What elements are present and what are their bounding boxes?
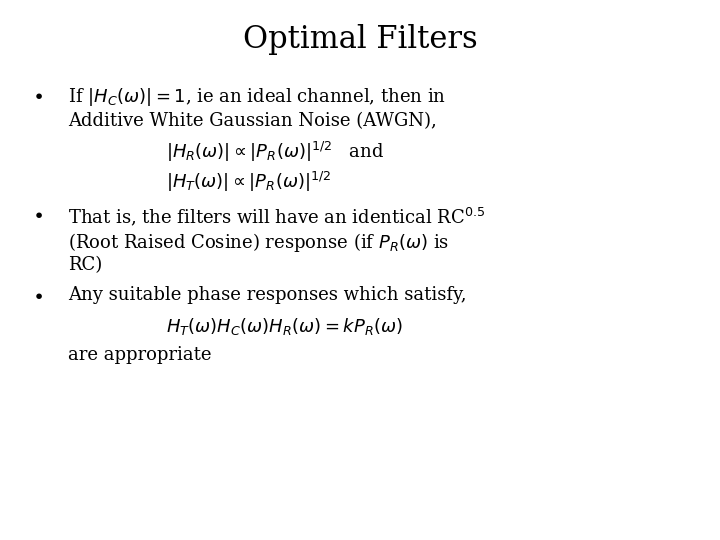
Text: (Root Raised Cosine) response (if $P_R(\omega)$ is: (Root Raised Cosine) response (if $P_R(\…	[68, 231, 449, 254]
Text: $|H_R(\omega)| \propto |P_R(\omega)|^{1/2}$   and: $|H_R(\omega)| \propto |P_R(\omega)|^{1/…	[166, 140, 384, 165]
Text: $|H_T(\omega)| \propto |P_R(\omega)|^{1/2}$: $|H_T(\omega)| \propto |P_R(\omega)|^{1/…	[166, 170, 330, 194]
Text: That is, the filters will have an identical RC$^{0.5}$: That is, the filters will have an identi…	[68, 205, 485, 227]
Text: $H_T(\omega)H_C(\omega)H_R(\omega) = kP_R(\omega)$: $H_T(\omega)H_C(\omega)H_R(\omega) = kP_…	[166, 316, 402, 337]
Text: $\bullet$: $\bullet$	[32, 286, 43, 304]
Text: are appropriate: are appropriate	[68, 346, 212, 363]
Text: Additive White Gaussian Noise (AWGN),: Additive White Gaussian Noise (AWGN),	[68, 112, 437, 130]
Text: Optimal Filters: Optimal Filters	[243, 24, 477, 55]
Text: Any suitable phase responses which satisfy,: Any suitable phase responses which satis…	[68, 286, 467, 304]
Text: $\bullet$: $\bullet$	[32, 205, 43, 223]
Text: If $|H_C(\omega)|=1$, ie an ideal channel, then in: If $|H_C(\omega)|=1$, ie an ideal channe…	[68, 86, 446, 109]
Text: RC): RC)	[68, 256, 103, 274]
Text: $\bullet$: $\bullet$	[32, 86, 43, 104]
